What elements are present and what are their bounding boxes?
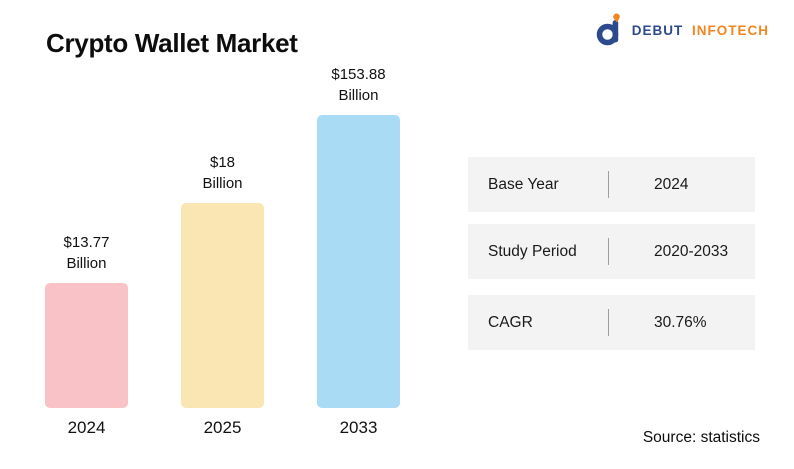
info-label-base-year: Base Year	[488, 175, 559, 193]
divider	[608, 238, 609, 265]
bar-group-2033: $153.88 Billion 2033	[317, 64, 400, 437]
bar-group-2024: $13.77 Billion 2024	[45, 232, 128, 437]
bar-unit-2024: Billion	[66, 255, 107, 272]
bar-value-2024: $13.77	[63, 234, 110, 251]
info-row-study-period: Study Period 2020-2033	[468, 224, 755, 279]
debut-infotech-logo-icon	[596, 13, 626, 47]
page-title: Crypto Wallet Market	[46, 28, 298, 58]
bar-year-label-2025: 2025	[203, 418, 242, 437]
bar-value-label-2025: $18 Billion	[202, 152, 242, 194]
bar-value-2025: $18	[209, 154, 236, 171]
bar-2033	[317, 115, 400, 408]
divider	[608, 309, 609, 336]
bar-value-label-2024: $13.77 Billion	[64, 232, 110, 274]
bar-unit-2033: Billion	[338, 87, 379, 104]
info-label-cagr: CAGR	[488, 313, 533, 331]
logo-wordmark: DEBUT INFOTECH	[632, 23, 769, 38]
info-value-cagr: 30.76%	[654, 313, 707, 331]
bar-value-2033: $153.88	[331, 66, 386, 83]
source-note: Source: statistics	[642, 429, 760, 446]
divider	[608, 171, 609, 198]
bar-2025	[181, 203, 264, 408]
info-label-study-period: Study Period	[488, 242, 577, 260]
logo-word-debut: DEBUT	[631, 22, 684, 38]
bar-year-label-2033: 2033	[339, 418, 378, 437]
info-row-cagr: CAGR 30.76%	[468, 295, 755, 350]
bar-group-2025: $18 Billion 2025	[181, 152, 264, 437]
bar-unit-2025: Billion	[202, 175, 243, 192]
info-value-base-year: 2024	[654, 175, 689, 193]
bar-value-label-2033: $153.88 Billion	[331, 64, 385, 106]
bar-year-label-2024: 2024	[67, 418, 106, 437]
debut-infotech-logo: DEBUT INFOTECH	[596, 13, 769, 47]
logo-word-infotech: INFOTECH	[692, 22, 769, 38]
info-value-study-period: 2020-2033	[654, 242, 729, 260]
info-row-base-year: Base Year 2024	[468, 157, 755, 212]
bar-2024	[45, 283, 128, 408]
